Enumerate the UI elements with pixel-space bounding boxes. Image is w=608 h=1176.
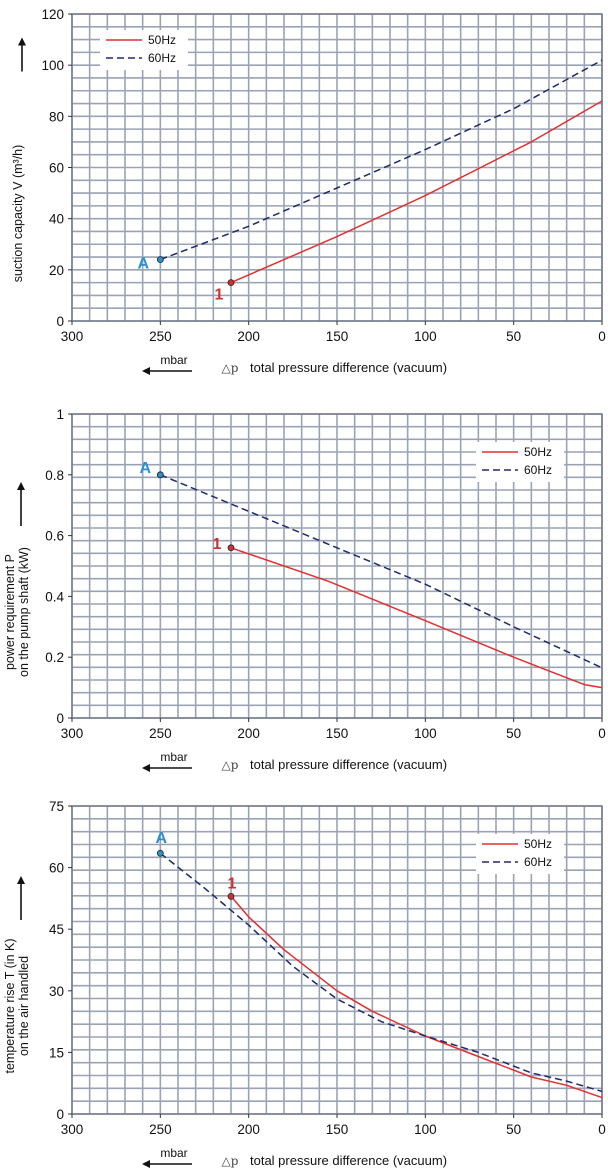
x-tick-label: 0 [598,329,606,344]
x-tick-label: 0 [598,1122,606,1137]
series-line-60hz [160,59,603,261]
x-tick-label: 50 [506,726,521,741]
y-axis-arrow-head [17,876,25,884]
marker-point-a [156,849,164,857]
x-tick-label: 250 [149,329,172,344]
y-axis-label: on the air handled [17,956,31,1056]
y-tick-label: 60 [49,161,64,176]
y-tick-label: 0.8 [45,468,64,483]
marker-label-1: 1 [228,875,237,892]
x-tick-label: 50 [506,1122,521,1137]
x-tick-label: 150 [326,1122,349,1137]
marker-label-a: A [156,830,168,847]
x-axis-arrow-head [142,764,150,772]
marker-point-1 [227,892,235,900]
legend-label-60hz: 60Hz [524,463,552,477]
x-axis-symbol: △p [222,758,239,772]
marker-label-1: 1 [215,287,224,304]
marker-point-1 [227,279,235,287]
x-tick-label: 200 [237,726,260,741]
chart-temperature-rise: 300 250 200 150 100 50 0 0 15 30 45 60 75 temperature… [0,784,608,1176]
marker-label-a: A [140,460,152,477]
marker-label-1: 1 [213,536,222,553]
x-tick-label: 0 [598,726,606,741]
x-axis-arrow-head [142,1160,150,1168]
x-tick-label: 100 [414,1122,437,1137]
x-axis-symbol: △p [222,361,239,375]
y-axis-label: temperature rise T (in K) [3,938,17,1073]
y-tick-label: 60 [49,861,64,876]
x-axis-unit: mbar [160,750,187,764]
y-tick-label: 0.2 [45,650,64,665]
marker-point-a [156,471,164,479]
chart-suction-capacity: 300 250 200 150 100 50 0 0 20 40 60 80 100 120 suction… [0,0,608,392]
chart-power-requirement: 300 250 200 150 100 50 0 0 0.2 0.4 0.6 0.8 1 power re… [0,392,608,784]
y-tick-label: 40 [49,212,64,227]
x-tick-label: 50 [506,329,521,344]
x-tick-label: 100 [414,726,437,741]
y-tick-label: 0 [56,314,64,329]
x-axis-symbol: △p [222,1154,239,1168]
x-axis-arrow-head [142,367,150,375]
series-line-50hz [230,895,603,1099]
x-tick-label: 150 [326,726,349,741]
marker-label-a: A [138,256,150,273]
legend-box [476,834,564,874]
y-tick-label: 20 [49,263,64,278]
y-tick-label: 0.4 [45,589,64,604]
y-tick-label: 100 [41,58,64,73]
legend-label-60hz: 60Hz [524,855,552,869]
legend-label-50hz: 50Hz [524,837,552,851]
series-line-60hz [159,852,603,1093]
x-tick-label: 100 [414,329,437,344]
marker-point-a [156,256,164,264]
series-line-50hz [230,100,603,284]
y-axis-label: on the pump shaft (kW) [17,547,31,677]
x-tick-label: 250 [149,1122,172,1137]
legend-box [100,30,188,70]
x-axis-label: total pressure difference (vacuum) [250,1153,447,1168]
y-axis-arrow-head [18,37,26,46]
legend-label-50hz: 50Hz [524,445,552,459]
y-axis-arrow-head [17,482,25,490]
x-tick-label: 250 [149,726,172,741]
legend-label-60hz: 60Hz [148,51,176,65]
x-axis-unit: mbar [160,1146,187,1160]
x-axis-label: total pressure difference (vacuum) [250,757,447,772]
x-tick-label: 200 [237,1122,260,1137]
legend-box [476,442,564,482]
y-tick-label: 15 [49,1045,64,1060]
chart-temperature-rise-svg: 300 250 200 150 100 50 0 0 15 30 45 60 75 temperature… [3,799,606,1168]
x-axis-label: total pressure difference (vacuum) [250,360,447,375]
x-tick-label: 300 [61,726,84,741]
x-tick-label: 300 [61,329,84,344]
y-axis-label: power requirement P [3,554,17,670]
y-tick-label: 45 [49,922,64,937]
y-tick-label: 1 [56,407,64,422]
y-tick-label: 75 [49,799,64,814]
y-tick-label: 30 [49,984,64,999]
series-line-60hz [160,474,603,669]
y-tick-label: 0 [56,1107,64,1122]
y-tick-label: 0 [56,711,64,726]
y-axis-label: suction capacity V (m³/h) [11,145,25,283]
series-line-50hz [230,547,603,689]
x-tick-label: 300 [61,1122,84,1137]
y-tick-label: 120 [41,7,64,22]
x-axis-unit: mbar [160,353,187,367]
y-tick-label: 80 [49,109,64,124]
x-tick-label: 150 [326,329,349,344]
chart-power-requirement-svg: 300 250 200 150 100 50 0 0 0.2 0.4 0.6 0.8 1 power re… [3,407,606,772]
marker-point-1 [227,544,235,552]
x-tick-label: 200 [237,329,260,344]
y-tick-label: 0.6 [45,529,64,544]
legend-label-50hz: 50Hz [148,33,176,47]
chart-suction-capacity-svg: 300 250 200 150 100 50 0 0 20 40 60 80 100 120 suction… [11,7,606,375]
